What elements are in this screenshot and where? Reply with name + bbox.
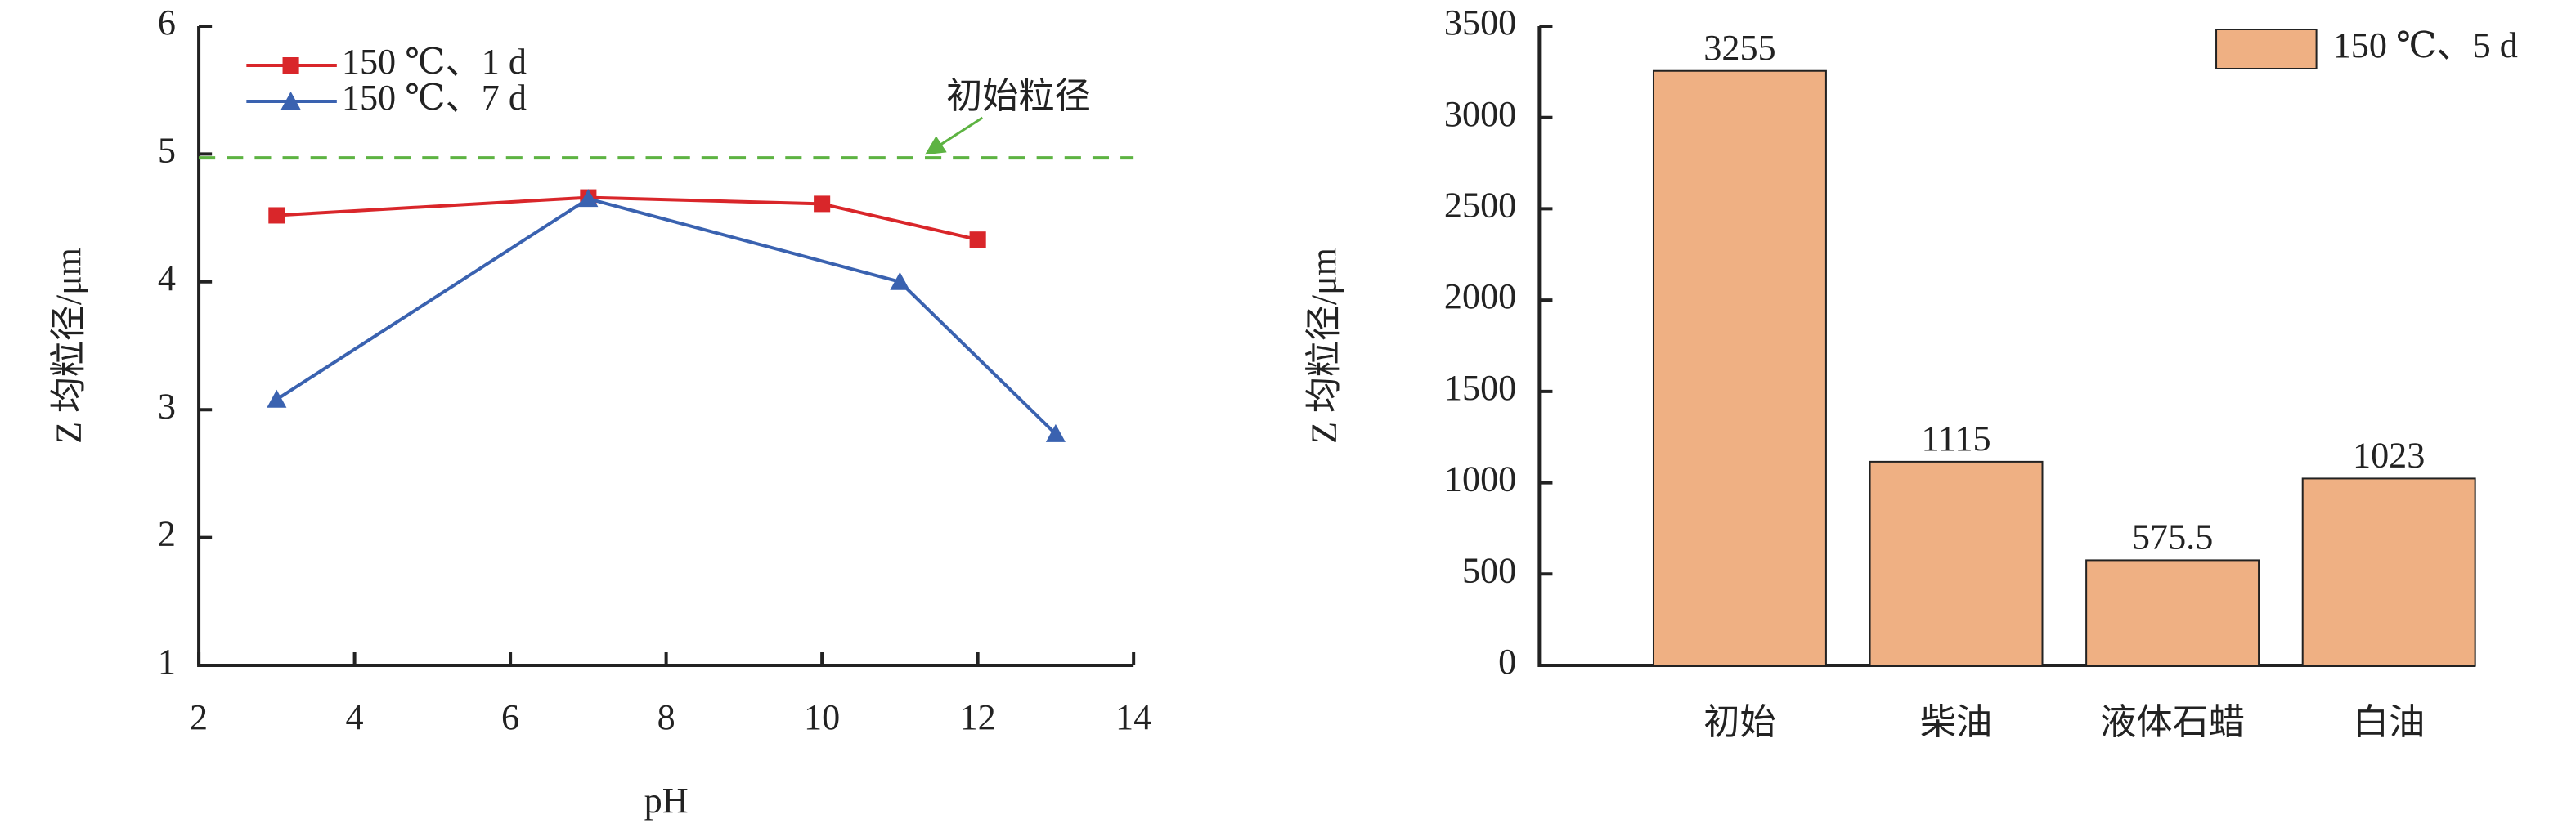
point <box>890 271 910 290</box>
point <box>969 231 986 248</box>
y-tick-label: 6 <box>158 2 176 43</box>
legend-swatch <box>2215 29 2318 69</box>
y-tick-label: 4 <box>158 258 176 298</box>
x-tick-label: 6 <box>501 697 519 737</box>
legend-marker <box>280 92 301 110</box>
x-tick-label: 10 <box>804 697 840 737</box>
legend-label: 150 ℃、5 d <box>2333 25 2518 65</box>
value-label: 1023 <box>2353 436 2425 476</box>
y-tick-label: 1 <box>158 642 176 682</box>
y-tick-label: 3500 <box>1444 2 1516 43</box>
x-tick-label: 2 <box>190 697 208 737</box>
x-tick-label: 4 <box>346 697 364 737</box>
bar <box>1869 460 2044 666</box>
y-axis-label: Z 均粒径/μm <box>1304 248 1344 444</box>
annotation-arrow <box>925 116 984 155</box>
x-tick-label: 白油 <box>2353 702 2425 742</box>
y-tick-label: 500 <box>1462 550 1516 590</box>
y-axis-label: Z 均粒径/μm <box>48 248 88 444</box>
y-tick-label: 0 <box>1498 642 1516 682</box>
x-tick-label: 柴油 <box>1920 702 1992 742</box>
value-label: 3255 <box>1703 28 1775 68</box>
y-tick-label: 2000 <box>1444 276 1516 316</box>
value-label: 1115 <box>1921 418 1990 459</box>
point <box>578 189 599 208</box>
x-tick-label: 初始 <box>1703 702 1775 742</box>
bar <box>2301 477 2476 666</box>
x-tick-label: 液体石蜡 <box>2100 702 2245 742</box>
point <box>268 207 285 224</box>
legend-label: 150 ℃、1 d <box>342 42 527 82</box>
y-tick-label: 3 <box>158 386 176 426</box>
point <box>267 389 287 408</box>
series-line <box>276 196 1057 436</box>
point <box>1045 423 1066 442</box>
y-tick-label: 1000 <box>1444 459 1516 499</box>
y-tick-label: 1500 <box>1444 368 1516 408</box>
axis-line <box>197 26 1134 667</box>
bar <box>2085 559 2260 667</box>
y-tick-label: 5 <box>158 131 176 171</box>
x-tick-label: 12 <box>960 697 996 737</box>
x-tick-label: 14 <box>1115 697 1151 737</box>
y-tick-label: 3000 <box>1444 94 1516 134</box>
bar <box>1652 69 1827 667</box>
value-label: 575.5 <box>2132 517 2213 557</box>
legend-label: 150 ℃、7 d <box>342 78 527 118</box>
x-axis-label: pH <box>644 781 689 821</box>
y-tick-label: 2500 <box>1444 186 1516 226</box>
legend-marker <box>282 57 299 74</box>
point <box>814 195 831 213</box>
y-tick-label: 2 <box>158 514 176 554</box>
reference-label: 初始粒径 <box>946 76 1091 116</box>
x-tick-label: 8 <box>657 697 675 737</box>
series-line <box>276 195 979 242</box>
